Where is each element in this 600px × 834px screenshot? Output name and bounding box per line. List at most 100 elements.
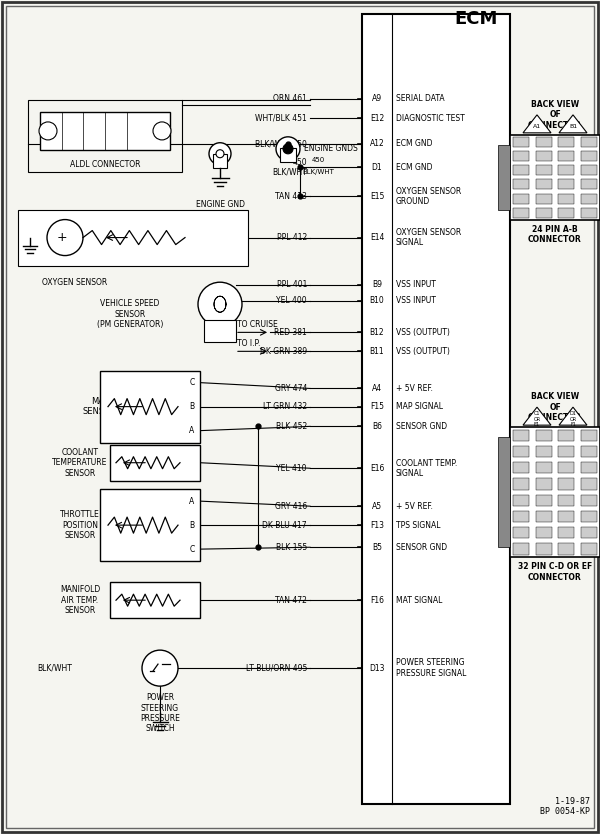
Text: A9: A9 — [372, 94, 382, 103]
Text: YEL 400: YEL 400 — [277, 296, 307, 305]
Text: BACK VIEW
OF
CONNECTOR: BACK VIEW OF CONNECTOR — [528, 392, 582, 422]
Text: YEL 410: YEL 410 — [277, 464, 307, 473]
Polygon shape — [523, 407, 551, 425]
Bar — [581, 543, 596, 555]
Text: A: A — [190, 426, 194, 435]
Text: D1: D1 — [371, 163, 382, 172]
Text: 32 PIN C-D OR EF
CONNECTOR: 32 PIN C-D OR EF CONNECTOR — [518, 562, 592, 581]
Text: A5: A5 — [372, 502, 382, 510]
Bar — [559, 165, 574, 175]
Bar — [559, 527, 574, 539]
Bar — [559, 462, 574, 474]
Bar — [498, 437, 510, 547]
Text: TAN 413: TAN 413 — [275, 192, 307, 201]
Text: 24 PIN A-B
CONNECTOR: 24 PIN A-B CONNECTOR — [528, 225, 582, 244]
Bar — [514, 479, 529, 490]
Bar — [536, 165, 551, 175]
Bar — [581, 151, 596, 161]
Bar — [581, 479, 596, 490]
Text: VSS INPUT: VSS INPUT — [396, 296, 436, 305]
Text: A1: A1 — [533, 124, 541, 129]
Text: A: A — [114, 123, 118, 128]
Text: DIAGNOSTIC TEST: DIAGNOSTIC TEST — [396, 113, 465, 123]
Text: SENSOR GND: SENSOR GND — [396, 422, 447, 431]
Bar — [110, 445, 200, 480]
Text: D: D — [49, 123, 53, 128]
Bar — [514, 151, 529, 161]
Bar — [581, 179, 596, 189]
Bar — [514, 179, 529, 189]
Text: C: C — [190, 545, 194, 554]
Text: BLK 452: BLK 452 — [276, 422, 307, 431]
Bar — [18, 209, 248, 265]
Circle shape — [276, 137, 300, 161]
Text: MAP
SENSOR: MAP SENSOR — [83, 397, 118, 416]
Text: VSS INPUT: VSS INPUT — [396, 280, 436, 289]
Circle shape — [39, 122, 57, 140]
Bar — [110, 582, 200, 618]
Polygon shape — [523, 115, 551, 133]
Text: THROTTLE
POSITION
SENSOR: THROTTLE POSITION SENSOR — [60, 510, 100, 540]
Text: E15: E15 — [370, 192, 384, 201]
Text: B12: B12 — [370, 328, 385, 337]
Text: TO CRUISE: TO CRUISE — [237, 320, 278, 329]
Text: ENGINE GND: ENGINE GND — [196, 199, 245, 208]
Bar — [536, 527, 551, 539]
Bar — [204, 320, 236, 342]
Bar — [536, 193, 551, 203]
Bar — [581, 430, 596, 441]
Text: POWER STEERING
PRESSURE SIGNAL: POWER STEERING PRESSURE SIGNAL — [396, 658, 466, 678]
Text: ECM: ECM — [454, 10, 497, 28]
Bar — [581, 208, 596, 218]
Text: BLK/WHT: BLK/WHT — [38, 664, 73, 672]
Text: TAN 472: TAN 472 — [275, 595, 307, 605]
Text: B: B — [190, 402, 194, 411]
Text: TO I.P.: TO I.P. — [237, 339, 260, 348]
Text: ECM GND: ECM GND — [396, 163, 433, 172]
Text: MAT SIGNAL: MAT SIGNAL — [396, 595, 442, 605]
Text: OXYGEN SENSOR
GROUND: OXYGEN SENSOR GROUND — [396, 187, 461, 206]
Text: LT GRN 432: LT GRN 432 — [263, 402, 307, 411]
Bar — [40, 112, 170, 150]
Text: BLK/WHT 450: BLK/WHT 450 — [255, 139, 307, 148]
Text: B9: B9 — [372, 280, 382, 289]
Text: M: M — [157, 137, 162, 142]
Bar — [514, 165, 529, 175]
Bar — [514, 511, 529, 522]
Text: 1-19-87
BP 0054-KP: 1-19-87 BP 0054-KP — [540, 796, 590, 816]
Text: A12: A12 — [370, 139, 385, 148]
Text: BLK 155: BLK 155 — [276, 543, 307, 552]
Bar — [559, 479, 574, 490]
Text: B5: B5 — [372, 543, 382, 552]
Circle shape — [216, 150, 224, 158]
Text: B: B — [190, 520, 194, 530]
Text: ECM GND: ECM GND — [396, 139, 433, 148]
Text: 450: 450 — [311, 158, 325, 163]
Bar — [581, 462, 596, 474]
Text: SERIAL DATA: SERIAL DATA — [396, 94, 445, 103]
Text: C1
OR
E1: C1 OR E1 — [533, 411, 541, 428]
Text: B: B — [92, 123, 96, 128]
Text: DK BLU 417: DK BLU 417 — [262, 520, 307, 530]
Bar — [510, 427, 600, 557]
Bar — [559, 543, 574, 555]
Circle shape — [283, 143, 293, 153]
Text: ALDL CONNECTOR: ALDL CONNECTOR — [70, 160, 140, 169]
Text: +: + — [56, 231, 67, 244]
Text: B10: B10 — [370, 296, 385, 305]
Text: BLK/WHT: BLK/WHT — [302, 169, 334, 175]
Bar — [514, 495, 529, 506]
Bar — [536, 511, 551, 522]
Bar — [559, 446, 574, 457]
Bar — [536, 446, 551, 457]
Bar — [559, 193, 574, 203]
Bar — [559, 151, 574, 161]
Text: D1
OR
F1: D1 OR F1 — [569, 411, 577, 428]
Text: LT BLU/ORN 495: LT BLU/ORN 495 — [245, 664, 307, 672]
Bar — [280, 148, 296, 162]
Bar — [536, 208, 551, 218]
Circle shape — [153, 122, 171, 140]
Text: COOLANT
TEMPERATURE
SENSOR: COOLANT TEMPERATURE SENSOR — [52, 448, 107, 478]
Text: DK GRN 389: DK GRN 389 — [260, 347, 307, 356]
Circle shape — [142, 651, 178, 686]
